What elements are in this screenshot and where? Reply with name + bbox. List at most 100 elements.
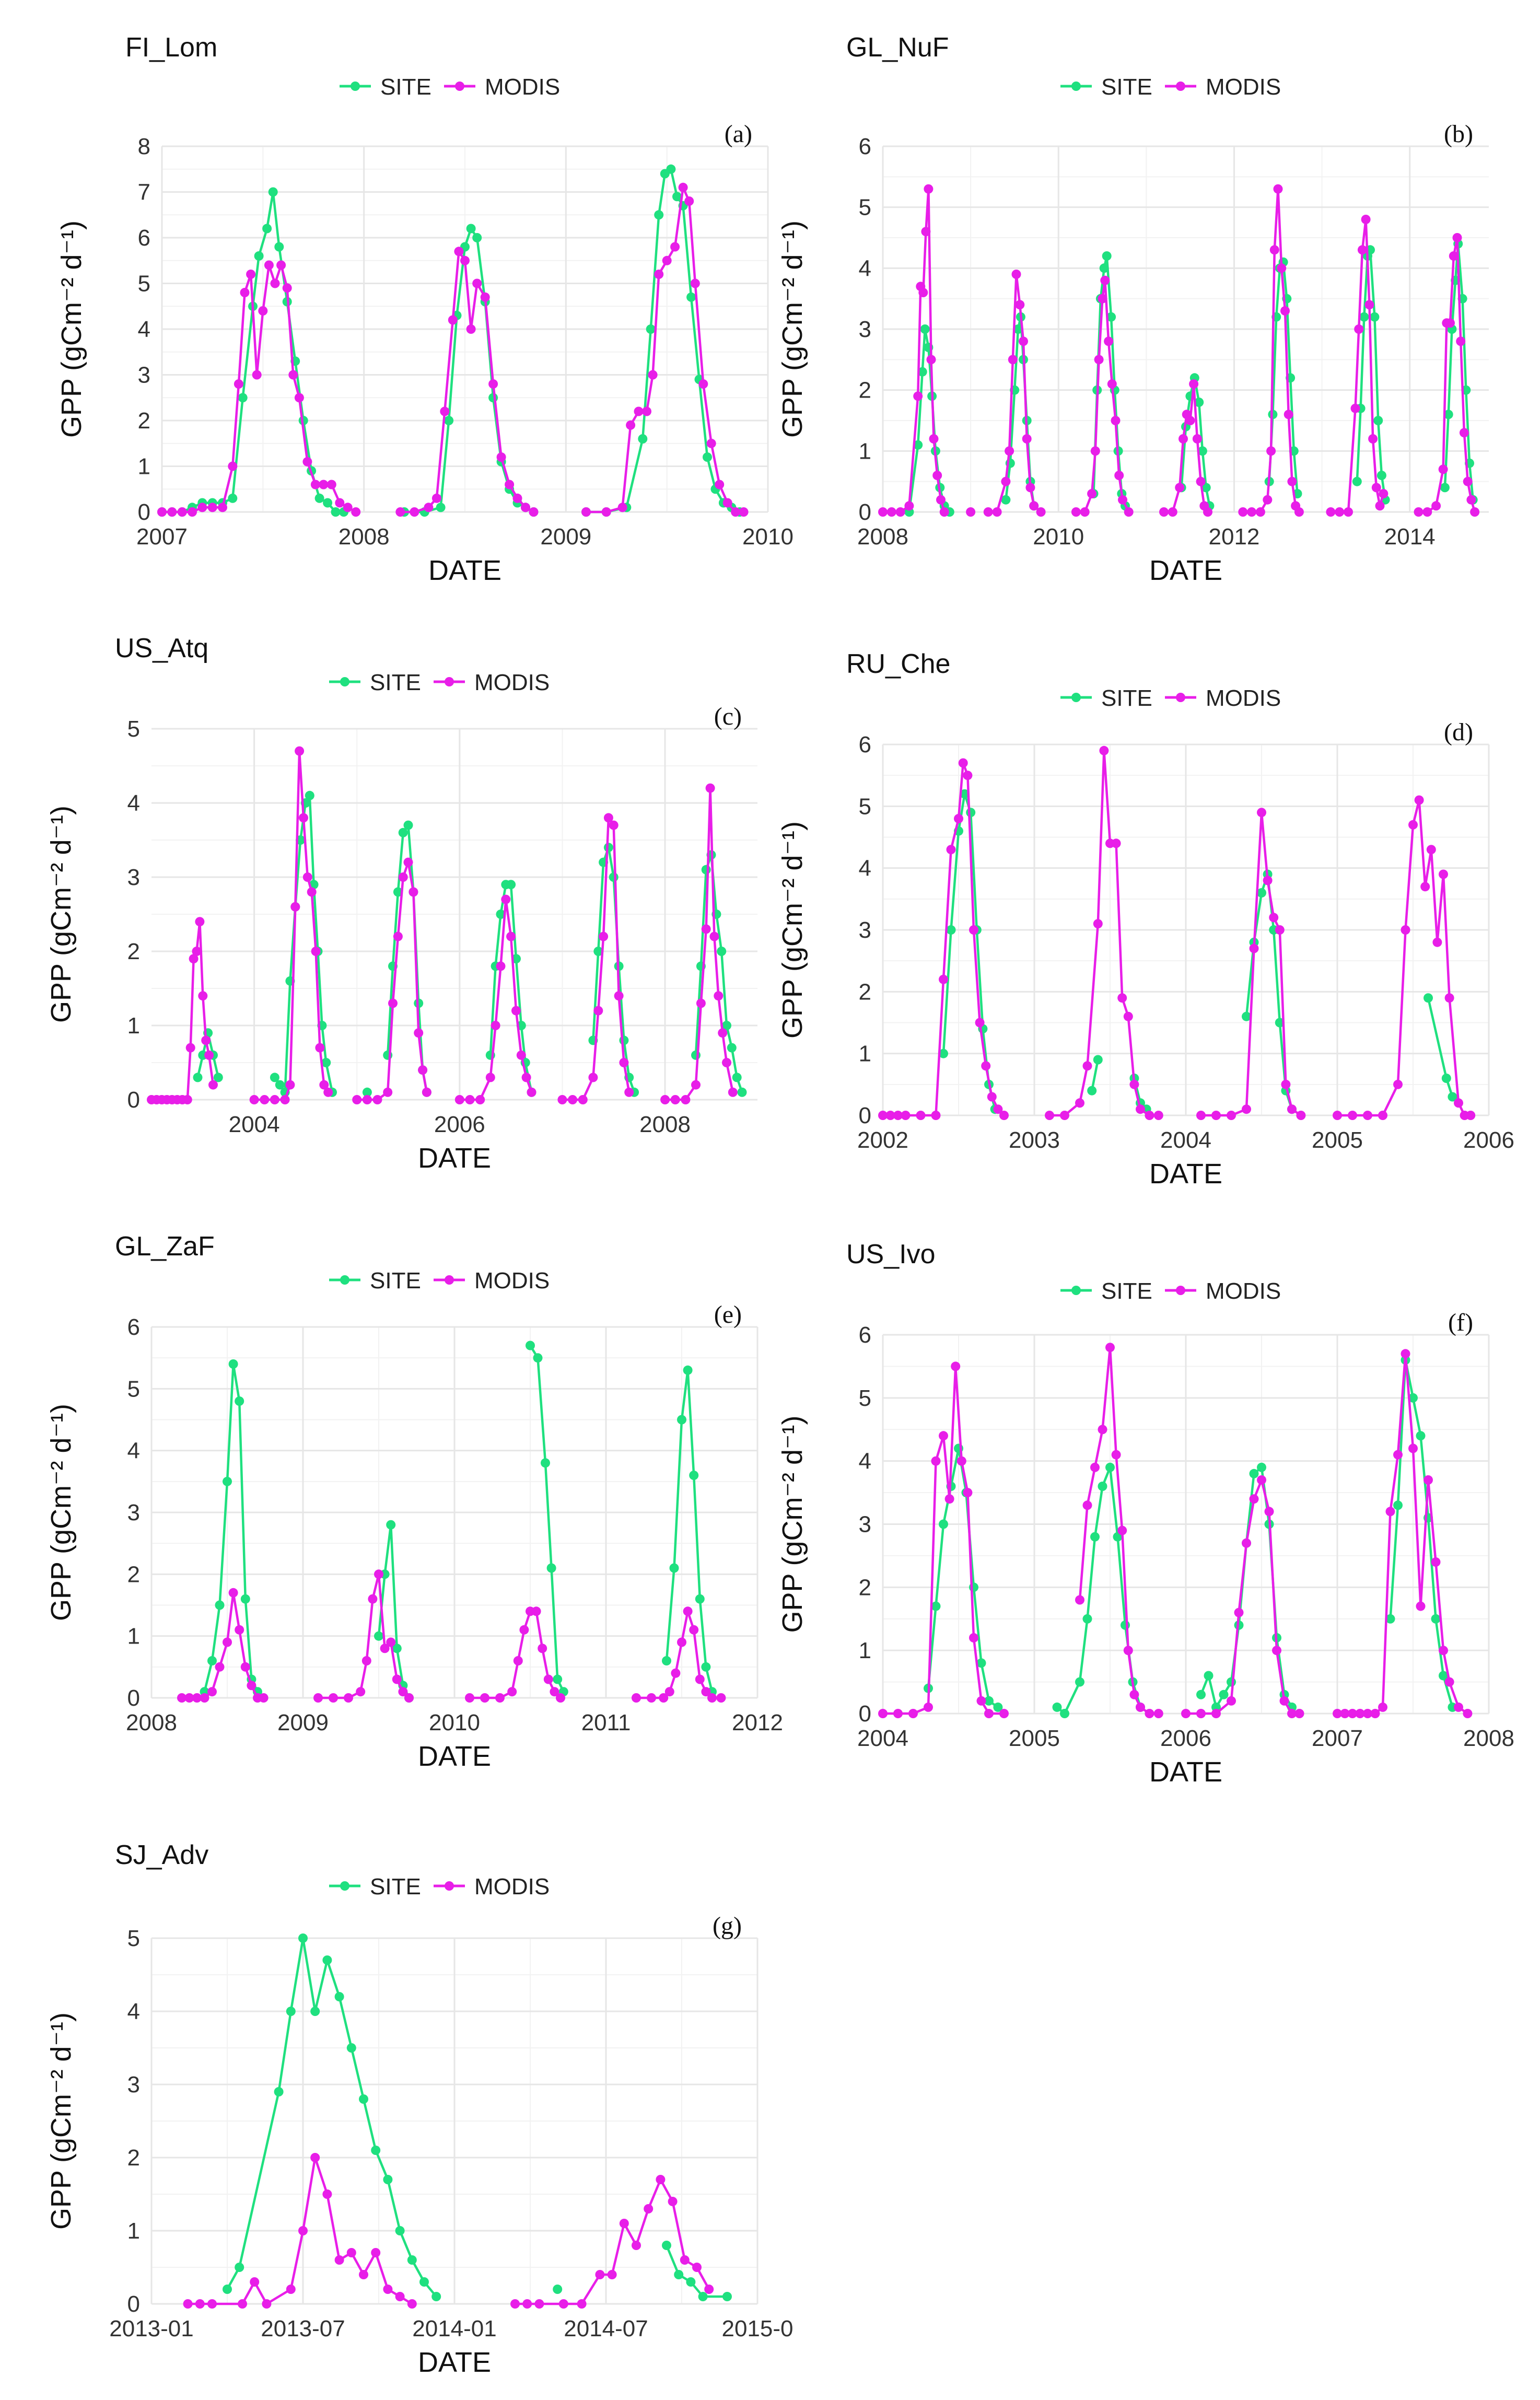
x-tick-label: 2004 [1160,1127,1211,1153]
data-point [931,1456,941,1466]
data-point [716,1693,726,1703]
data-point [1129,1690,1139,1699]
data-point [466,324,476,334]
data-point [984,1696,994,1706]
data-point [466,224,476,234]
data-point [1001,495,1011,505]
data-point [683,1365,693,1375]
data-point [656,2175,666,2184]
data-point [924,1702,933,1712]
data-point [1022,434,1032,444]
legend-dot [445,1881,454,1891]
data-point [1179,434,1188,444]
data-point [1098,294,1107,304]
x-tick-label: 2007 [136,524,188,550]
data-point [310,480,320,490]
data-point [1393,1450,1403,1460]
data-point [1279,1696,1289,1706]
legend-modis: MODIS [1165,1278,1281,1304]
data-point [491,1021,500,1030]
data-point [538,1644,547,1653]
y-tick-label: 4 [127,790,140,816]
x-tick-label: 2004 [857,1726,908,1751]
data-point [1104,336,1114,346]
data-point [668,2197,678,2206]
data-point [1145,1709,1154,1718]
data-point [1378,1111,1387,1120]
data-point [315,1043,325,1053]
data-point [374,1631,383,1641]
data-point [1269,913,1279,923]
data-point [1444,993,1454,1003]
data-point [228,461,238,471]
legend-modis: MODIS [444,74,560,100]
data-point [1269,245,1279,255]
data-point [193,1073,203,1082]
series-modis [878,184,1480,517]
panel-gl-nuf: 0 1 2 3 4 5 6 2008 2010 2012 2014 GL_NuF (b) DATE GPP … [777,32,1489,586]
y-tick-label: 0 [859,1103,871,1128]
y-tick-label: 4 [859,1449,871,1474]
data-point [1340,1709,1350,1718]
data-point [1117,993,1127,1003]
data-point [286,2285,296,2294]
data-point [644,2204,654,2213]
series-line [665,787,734,1101]
data-point [931,1111,941,1120]
x-tick-label: 2014-01 [412,2316,496,2341]
data-point [921,227,931,237]
data-point [480,1693,489,1703]
data-point [932,471,942,480]
data-point [299,813,308,823]
legend-label: SITE [1101,1278,1152,1304]
data-point [334,1992,344,2001]
y-tick-label: 2 [127,2145,140,2171]
data-point [1124,507,1134,517]
data-point [939,974,948,984]
y-tick-label: 1 [127,2218,140,2244]
legend-site: SITE [1060,74,1152,100]
data-point [465,1693,474,1703]
data-point [681,1095,691,1104]
data-point [195,917,205,927]
y-tick-label: 3 [859,317,871,342]
x-tick-label: 2012 [732,1710,783,1735]
data-point [692,2263,702,2272]
data-point [696,998,706,1008]
y-axis-title: GPP (gCm⁻² d⁻¹) [777,821,808,1039]
data-point [298,1933,308,1943]
data-point [963,771,973,780]
data-point [1414,795,1424,805]
data-point [1052,1702,1062,1712]
y-tick-label: 1 [859,438,871,464]
data-point [177,1693,186,1703]
data-point [541,1458,550,1468]
data-point [1456,336,1466,346]
y-tick-label: 3 [138,363,150,388]
data-point [1159,507,1169,517]
data-point [946,925,956,935]
data-point [1087,489,1097,498]
data-point [407,2299,417,2309]
y-tick-label: 4 [859,856,871,881]
data-point [1393,1079,1403,1089]
y-tick-label: 2 [138,408,150,434]
data-point [201,1035,211,1045]
x-tick-label: 2010 [429,1710,480,1735]
data-point [207,2299,217,2309]
data-point [192,1693,202,1703]
data-point [431,493,441,503]
data-point [414,1028,424,1038]
data-point [722,2292,732,2301]
legend-label: SITE [1101,74,1152,100]
data-point [295,746,305,756]
data-point [322,2189,332,2199]
legend-label: MODIS [1206,1278,1281,1304]
data-point [323,498,333,508]
data-point [475,1095,485,1104]
data-point [958,758,968,768]
data-point [1364,300,1374,310]
legend-label: MODIS [1206,74,1281,100]
data-point [310,2153,320,2162]
data-point [908,1709,918,1718]
